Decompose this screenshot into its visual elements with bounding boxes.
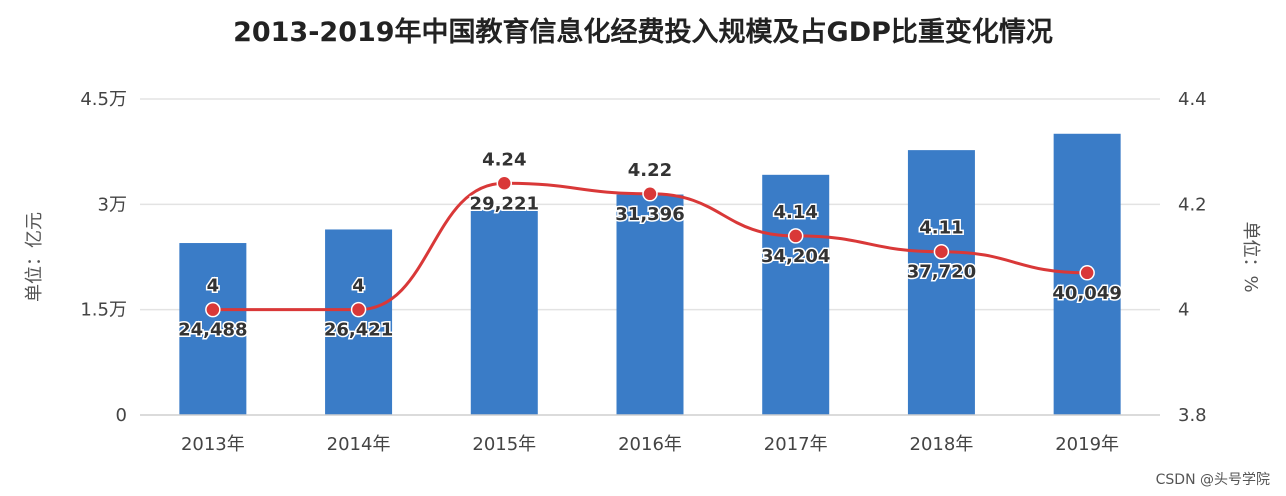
x-tick-label: 2018年 — [910, 434, 974, 455]
line-point — [496, 175, 513, 192]
bars — [179, 133, 1121, 416]
line-point — [205, 301, 221, 318]
credit-text: CSDN @头号学院 — [1156, 472, 1270, 488]
bar-data-label: 29,221 — [470, 193, 539, 214]
y-tick-label: 4.5万 — [80, 89, 127, 110]
line-data-label: 4.11 — [919, 218, 963, 239]
line-point — [642, 186, 658, 202]
bar — [762, 174, 830, 415]
chart-title: 2013-2019年中国教育信息化经费投入规模及占GDP比重变化情况 — [233, 16, 1053, 48]
line-point — [933, 243, 950, 260]
y-tick-label: 3万 — [98, 194, 127, 215]
x-tick-label: 2016年 — [618, 434, 682, 455]
x-tick-label: 2015年 — [472, 434, 536, 455]
y2-tick-label: 3.8 — [1178, 405, 1207, 426]
bar-data-label: 34,204 — [761, 246, 830, 267]
y-axis-label: 单位：亿元 — [24, 212, 45, 302]
bar-data-label: 37,720 — [907, 262, 976, 283]
line-data-label: 4 — [352, 276, 365, 297]
bar — [470, 209, 538, 415]
y-tick-label: 0 — [116, 405, 127, 426]
line-data-label: 4.14 — [774, 202, 818, 223]
y-tick-label: 1.5万 — [80, 300, 127, 321]
data-labels: 4 4 4.24 4.22 4.14 4.11 24,488 26,421 29,221 31,3… — [177, 148, 1124, 342]
axes: 0 1.5万 3万 4.5万 3.8 4 4.2 4.4 2013年 2014年 2015年 2016… — [80, 89, 1206, 455]
y2-axis-label: 单位：% — [1240, 221, 1261, 292]
x-tick-label: 2017年 — [764, 434, 828, 455]
bar — [325, 229, 393, 415]
line-data-label: 4.24 — [482, 149, 526, 170]
bar-data-label: 24,488 — [178, 320, 247, 341]
bar-data-label: 40,049 — [1052, 283, 1121, 304]
bar-data-label: 26,421 — [324, 320, 393, 341]
line-data-label: 4 — [207, 276, 220, 297]
y2-tick-label: 4 — [1178, 300, 1189, 321]
y2-tick-label: 4.2 — [1178, 194, 1207, 215]
x-tick-label: 2014年 — [327, 434, 391, 455]
bar — [907, 150, 975, 416]
percent-line — [205, 175, 1095, 318]
line-point — [1079, 265, 1095, 281]
line-point — [787, 228, 804, 244]
x-tick-label: 2013年 — [181, 434, 245, 455]
bar-data-label: 31,396 — [615, 204, 684, 225]
y2-tick-label: 4.4 — [1178, 89, 1207, 110]
bar — [616, 194, 684, 415]
x-tick-label: 2019年 — [1055, 434, 1119, 455]
line-data-label: 4.22 — [628, 160, 672, 181]
line-point — [350, 301, 367, 318]
bar — [179, 243, 247, 415]
